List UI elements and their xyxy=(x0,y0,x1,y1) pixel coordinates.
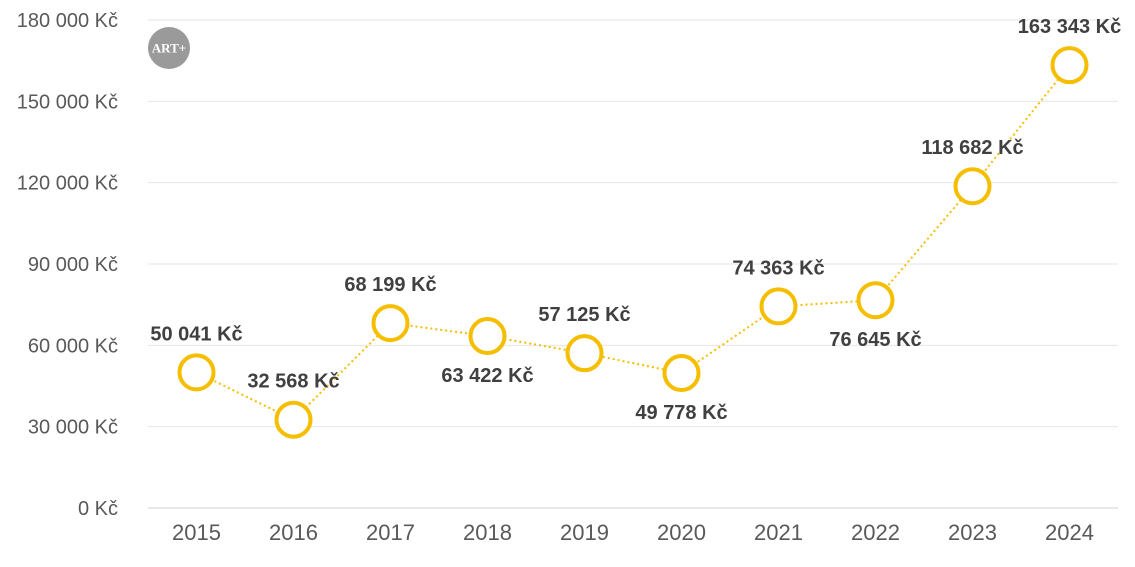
x-tick-label: 2016 xyxy=(269,520,318,545)
y-tick-label: 30 000 Kč xyxy=(28,417,118,439)
x-tick-label: 2022 xyxy=(851,520,900,545)
y-tick-label: 120 000 Kč xyxy=(17,173,118,195)
x-tick-label: 2023 xyxy=(948,520,997,545)
data-label: 68 199 Kč xyxy=(344,274,436,296)
y-tick-label: 90 000 Kč xyxy=(28,254,118,276)
y-axis-tick-labels: 0 Kč 30 000 Kč 60 000 Kč 90 000 Kč 120 000 K… xyxy=(17,10,118,520)
logo-text: ART+ xyxy=(152,41,186,56)
series-line xyxy=(196,64,1071,421)
data-point xyxy=(662,354,701,393)
data-label: 32 568 Kč xyxy=(247,371,339,393)
data-point xyxy=(1050,46,1089,85)
series-line-group xyxy=(196,64,1071,421)
x-tick-label: 2015 xyxy=(172,520,221,545)
data-label: 49 778 Kč xyxy=(635,402,727,424)
x-tick-label: 2021 xyxy=(754,520,803,545)
y-tick-label: 60 000 Kč xyxy=(28,335,118,357)
data-point xyxy=(274,400,313,439)
data-point-markers xyxy=(177,46,1089,439)
y-tick-label: 150 000 Kč xyxy=(17,91,118,113)
y-tick-label: 180 000 Kč xyxy=(17,10,118,32)
x-axis-tick-labels: 2015 2016 2017 2018 2019 2020 2021 2022 2023 2024 xyxy=(172,520,1094,545)
data-point xyxy=(468,317,507,356)
data-labels: 50 041 Kč 32 568 Kč 68 199 Kč 63 422 Kč 57 1… xyxy=(150,16,1121,424)
art-plus-logo: ART+ xyxy=(148,27,190,69)
data-label: 57 125 Kč xyxy=(538,304,630,326)
data-label: 63 422 Kč xyxy=(441,365,533,387)
x-tick-label: 2019 xyxy=(560,520,609,545)
data-point xyxy=(371,304,410,343)
x-tick-label: 2020 xyxy=(657,520,706,545)
logo-badge xyxy=(148,27,190,69)
data-label: 76 645 Kč xyxy=(829,329,921,351)
x-tick-label: 2024 xyxy=(1045,520,1094,545)
data-point xyxy=(953,167,992,206)
x-tick-label: 2017 xyxy=(366,520,415,545)
data-label: 163 343 Kč xyxy=(1018,16,1121,38)
data-label: 50 041 Kč xyxy=(150,323,242,345)
data-point xyxy=(856,281,895,320)
x-tick-label: 2018 xyxy=(463,520,512,545)
data-point xyxy=(759,287,798,326)
y-tick-label: 0 Kč xyxy=(78,498,118,520)
data-label: 118 682 Kč xyxy=(921,137,1023,159)
data-label: 74 363 Kč xyxy=(732,257,824,279)
data-point xyxy=(177,353,216,392)
data-point xyxy=(565,334,604,373)
